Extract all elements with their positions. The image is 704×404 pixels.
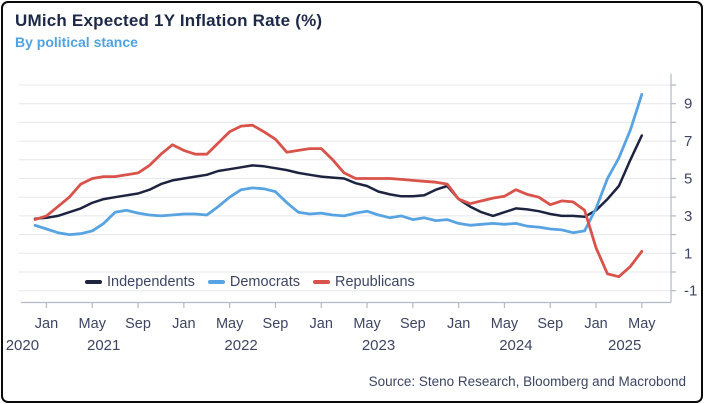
y-tick-label: 1: [684, 245, 692, 262]
chart-title: UMich Expected 1Y Inflation Rate (%): [15, 11, 323, 30]
x-month-label: May: [628, 316, 656, 332]
chart-legend: Independents Democrats Republicans: [85, 274, 415, 290]
x-month-label: May: [353, 316, 381, 332]
x-month-label: Jan: [584, 316, 607, 332]
legend-label: Republicans: [335, 274, 415, 290]
x-month-label: Sep: [537, 316, 563, 332]
y-tick-label: 3: [684, 208, 692, 225]
x-month-label: Sep: [400, 316, 426, 332]
x-year-label: 2023: [362, 337, 395, 354]
legend-dash-icon: [85, 280, 102, 284]
y-tick-label: 7: [684, 133, 692, 150]
x-month-label: Jan: [172, 316, 195, 332]
series-line-democrats: [33, 92, 644, 237]
line-chart-plot: 9 7 5 3 1 -1 Jan May Sep Jan May Sep Jan May Sep Jan May…: [6, 73, 697, 354]
y-tick-label: 5: [684, 171, 692, 188]
legend-item-republicans: Republicans: [313, 274, 415, 290]
x-month-label: Sep: [263, 316, 289, 332]
x-year-label: 2020: [6, 337, 39, 354]
x-month-label: May: [491, 316, 519, 332]
x-month-label: May: [216, 316, 244, 332]
x-month-label: Jan: [310, 316, 333, 332]
legend-dash-icon: [207, 280, 225, 284]
source-note: Source: Steno Research, Bloomberg and Ma…: [368, 374, 686, 389]
y-tick-label: 9: [684, 96, 692, 113]
x-month-label: Jan: [35, 316, 58, 332]
series-line-republicans: [33, 123, 644, 279]
x-year-label: 2024: [499, 337, 532, 354]
x-month-label: Sep: [125, 316, 151, 332]
legend-label: Democrats: [229, 274, 300, 290]
x-year-label: 2021: [87, 337, 120, 354]
x-year-label: 2025: [608, 337, 641, 354]
x-month-label: May: [79, 316, 107, 332]
y-tick-label: -1: [684, 283, 697, 300]
chart-subtitle: By political stance: [15, 34, 138, 50]
x-month-label: Jan: [447, 316, 470, 332]
legend-dash-icon: [313, 280, 330, 284]
series-line-independents: [33, 134, 644, 220]
legend-item-independents: Independents: [85, 274, 195, 290]
legend-item-democrats: Democrats: [207, 274, 300, 290]
x-year-label: 2022: [224, 337, 257, 354]
legend-label: Independents: [107, 274, 195, 290]
